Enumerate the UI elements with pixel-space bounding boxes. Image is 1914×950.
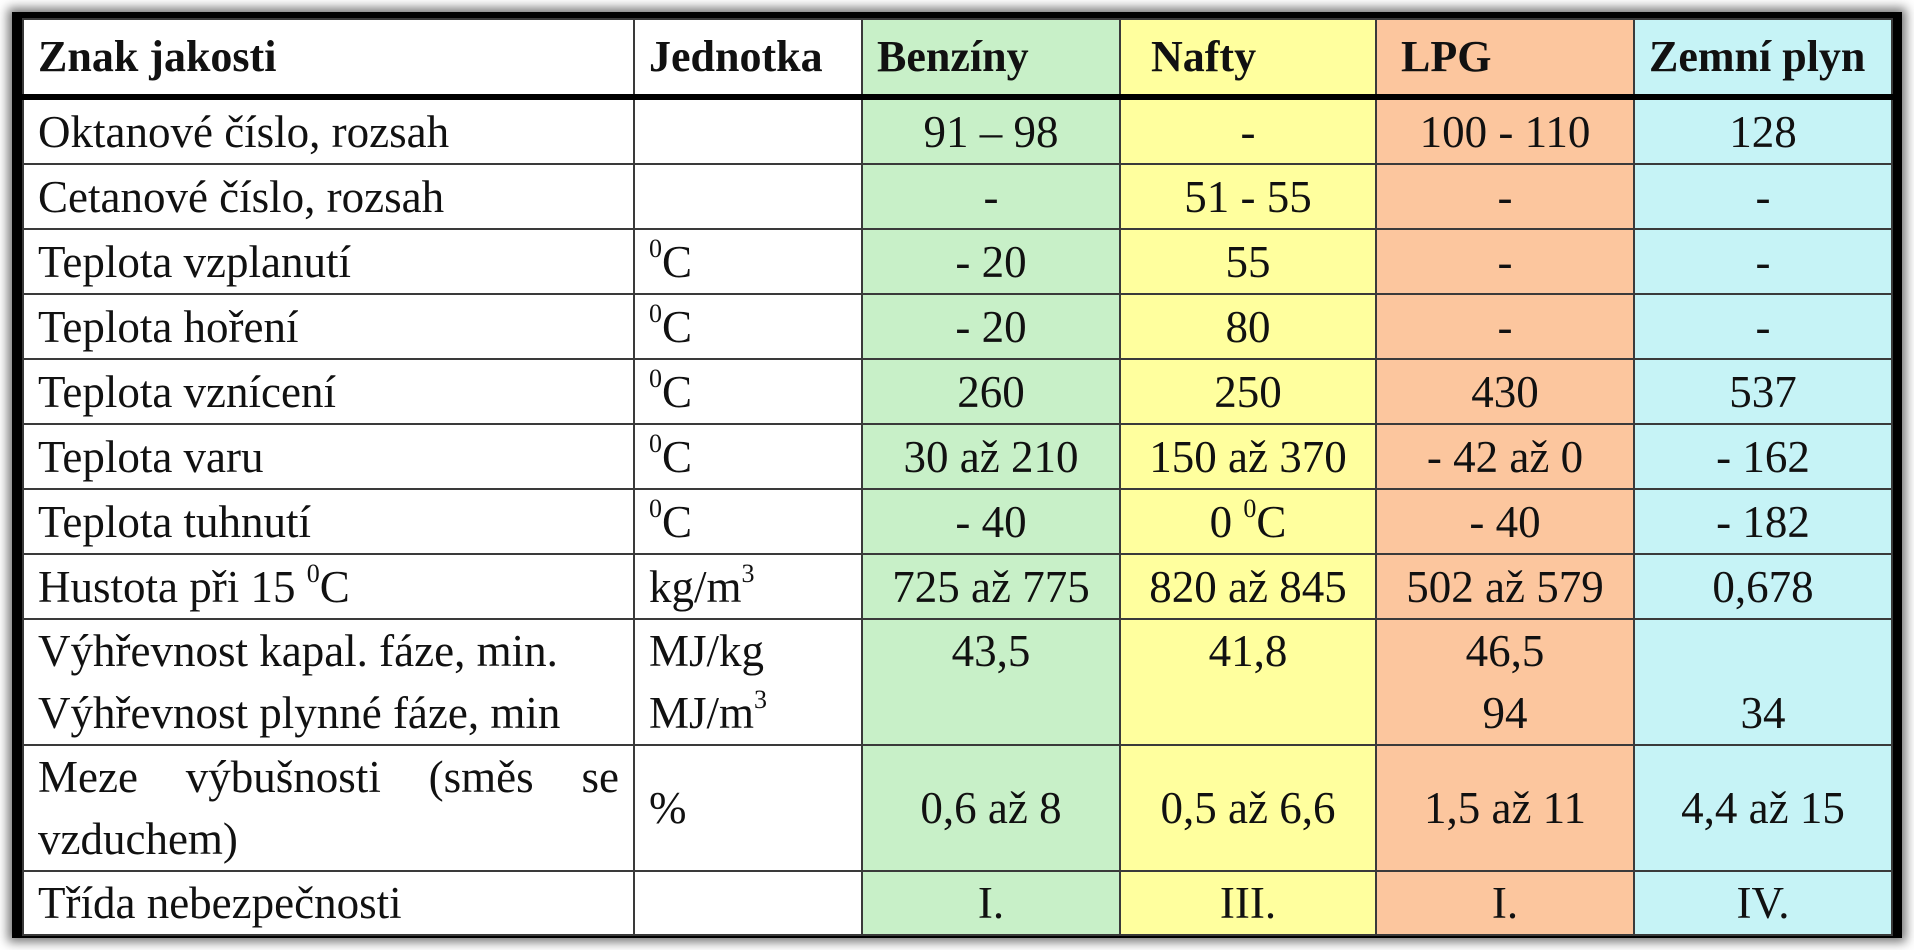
- cell-nafty: 51 - 55: [1119, 163, 1377, 230]
- cell-nafty: 55: [1119, 228, 1377, 295]
- cell-benziny: I.: [861, 870, 1121, 936]
- cell-benziny: 0,6 až 8: [861, 744, 1121, 872]
- row-unit: 0C: [633, 423, 863, 490]
- row-label: Teplota tuhnutí: [22, 488, 635, 555]
- cell-benziny: 725 až 775: [861, 553, 1121, 620]
- row-label: Hustota při 15 0C: [22, 553, 635, 620]
- cell-zemni-plyn: 34: [1633, 618, 1893, 746]
- row-label: Teplota varu: [22, 423, 635, 490]
- row-unit-line: MJ/kg: [649, 626, 765, 676]
- table-row-varu: Teplota varu 0C 30 až 210 150 až 370 - 4…: [22, 423, 1893, 490]
- cell-zemni-plyn: -: [1633, 293, 1893, 360]
- row-label: Oktanové číslo, rozsah: [22, 96, 635, 165]
- cell-lpg: I.: [1375, 870, 1635, 936]
- row-unit: [633, 163, 863, 230]
- row-unit: 0C: [633, 488, 863, 555]
- cell-nafty: 250: [1119, 358, 1377, 425]
- cell-benziny: -: [861, 163, 1121, 230]
- cell-zemni-plyn: 128: [1633, 96, 1893, 165]
- cell-nafty: -: [1119, 96, 1377, 165]
- row-unit: %: [633, 744, 863, 872]
- cell-nafty: 820 až 845: [1119, 553, 1377, 620]
- table-row-trida: Třída nebezpečnosti I. III. I. IV.: [22, 870, 1893, 936]
- cell-benziny: - 20: [861, 228, 1121, 295]
- cell-benziny: 43,5: [861, 618, 1121, 746]
- header-jednotka: Jednotka: [633, 18, 863, 100]
- cell-lpg: 100 - 110: [1375, 96, 1635, 165]
- header-benziny: Benzíny: [861, 18, 1121, 100]
- cell-lpg: 430: [1375, 358, 1635, 425]
- row-label-line: Výhřevnost plynné fáze, min: [38, 688, 561, 738]
- table-row-vyhrevnost: Výhřevnost kapal. fáze, min. Výhřevnost …: [22, 618, 1893, 746]
- row-unit: kg/m3: [633, 553, 863, 620]
- cell-zemni-plyn: -: [1633, 228, 1893, 295]
- cell-nafty: 150 až 370: [1119, 423, 1377, 490]
- cell-zemni-plyn: 537: [1633, 358, 1893, 425]
- cell-lpg: - 42 až 0: [1375, 423, 1635, 490]
- cell-lpg: -: [1375, 228, 1635, 295]
- cell-zemni-plyn: 4,4 až 15: [1633, 744, 1893, 872]
- table-row-vznoceni: Teplota vznícení 0C 260 250 430 537: [22, 358, 1893, 425]
- row-unit: 0C: [633, 358, 863, 425]
- table-row-tuhnuti: Teplota tuhnutí 0C - 40 0 0C - 40 - 182: [22, 488, 1893, 555]
- table-frame: Znak jakosti Jednotka Benzíny Nafty LPG …: [12, 12, 1902, 938]
- cell-benziny: - 20: [861, 293, 1121, 360]
- cell-zemni-plyn: IV.: [1633, 870, 1893, 936]
- cell-lpg: 46,5 94: [1375, 618, 1635, 746]
- table-row-horeni: Teplota hoření 0C - 20 80 - -: [22, 293, 1893, 360]
- row-unit: [633, 870, 863, 936]
- row-unit: [633, 96, 863, 165]
- table-row-cetan: Cetanové číslo, rozsah - 51 - 55 - -: [22, 163, 1893, 230]
- cell-nafty: 41,8: [1119, 618, 1377, 746]
- row-label: Teplota vznícení: [22, 358, 635, 425]
- cell-lpg: -: [1375, 293, 1635, 360]
- cell-lpg: - 40: [1375, 488, 1635, 555]
- header-zemni-plyn: Zemní plyn: [1633, 18, 1893, 100]
- row-unit-line: MJ/m3: [649, 685, 768, 739]
- table-row-meze: Meze výbušnosti (směs se vzduchem) % 0,6…: [22, 744, 1893, 872]
- header-lpg: LPG: [1375, 18, 1635, 100]
- row-unit: 0C: [633, 293, 863, 360]
- row-unit: 0C: [633, 228, 863, 295]
- header-nafty: Nafty: [1119, 18, 1377, 100]
- row-unit: MJ/kg MJ/m3: [633, 618, 863, 746]
- cell-zemni-plyn: - 162: [1633, 423, 1893, 490]
- cell-nafty: 0,5 až 6,6: [1119, 744, 1377, 872]
- cell-benziny: 260: [861, 358, 1121, 425]
- header-znak-jakosti: Znak jakosti: [22, 18, 635, 100]
- fuel-properties-table: Znak jakosti Jednotka Benzíny Nafty LPG …: [22, 18, 1893, 936]
- row-label: Teplota vzplanutí: [22, 228, 635, 295]
- table-header-row: Znak jakosti Jednotka Benzíny Nafty LPG …: [22, 18, 1893, 100]
- cell-nafty: 0 0C: [1119, 488, 1377, 555]
- cell-zemni-plyn: -: [1633, 163, 1893, 230]
- cell-lpg: 1,5 až 11: [1375, 744, 1635, 872]
- row-label: Teplota hoření: [22, 293, 635, 360]
- cell-benziny: 30 až 210: [861, 423, 1121, 490]
- cell-lpg: 502 až 579: [1375, 553, 1635, 620]
- table-row-oktan: Oktanové číslo, rozsah 91 – 98 - 100 - 1…: [22, 96, 1893, 165]
- cell-zemni-plyn: - 182: [1633, 488, 1893, 555]
- cell-benziny: - 40: [861, 488, 1121, 555]
- row-label: Cetanové číslo, rozsah: [22, 163, 635, 230]
- cell-lpg: -: [1375, 163, 1635, 230]
- cell-nafty: 80: [1119, 293, 1377, 360]
- cell-nafty: III.: [1119, 870, 1377, 936]
- cell-benziny: 91 – 98: [861, 96, 1121, 165]
- row-label-line: Výhřevnost kapal. fáze, min.: [38, 626, 558, 676]
- table-row-hustota: Hustota při 15 0C kg/m3 725 až 775 820 a…: [22, 553, 1893, 620]
- row-label: Třída nebezpečnosti: [22, 870, 635, 936]
- row-label: Meze výbušnosti (směs se vzduchem): [22, 744, 635, 872]
- table-row-vzplanuti: Teplota vzplanutí 0C - 20 55 - -: [22, 228, 1893, 295]
- row-label: Výhřevnost kapal. fáze, min. Výhřevnost …: [22, 618, 635, 746]
- cell-zemni-plyn: 0,678: [1633, 553, 1893, 620]
